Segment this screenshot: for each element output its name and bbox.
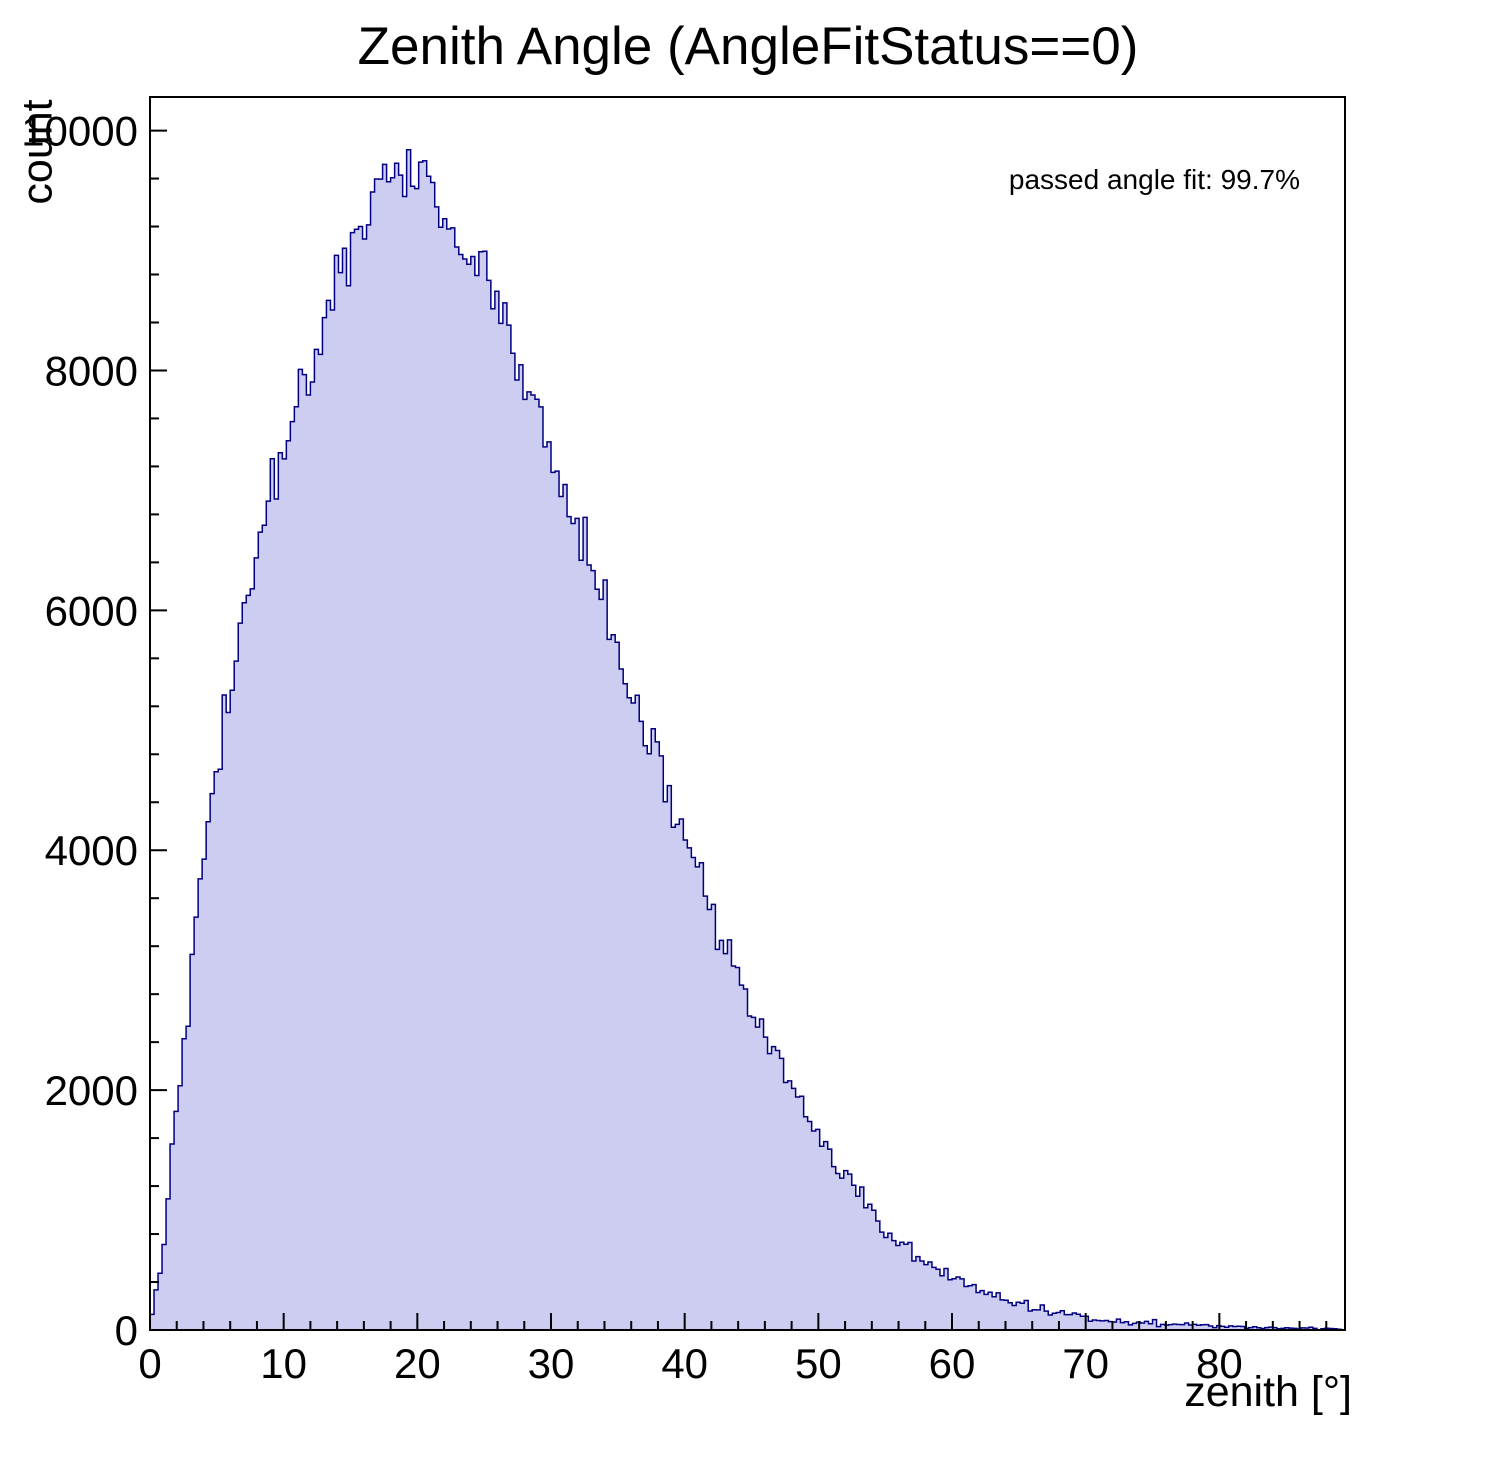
plot-frame (149, 96, 1346, 1331)
passed-angle-fit-annotation: passed angle fit: 99.7% (1008, 164, 1300, 195)
x-tick-label: 10 (260, 1340, 307, 1387)
y-tick-label: 10000 (21, 108, 138, 155)
y-axis-title: count (13, 99, 62, 205)
x-tick-label: 0 (138, 1340, 161, 1387)
x-axis-title: zenith [°] (1184, 1368, 1352, 1416)
x-tick-label: 20 (394, 1340, 441, 1387)
y-tick-label: 4000 (45, 827, 138, 874)
y-tick-label: 0 (115, 1307, 138, 1354)
chart-title: Zenith Angle (AngleFitStatus==0) (357, 17, 1139, 76)
y-tick-label: 8000 (45, 347, 138, 394)
x-tick-label: 60 (929, 1340, 976, 1387)
x-tick-label: 80 (1196, 1340, 1243, 1387)
y-tick-label: 2000 (45, 1067, 138, 1114)
x-tick-label: 50 (795, 1340, 842, 1387)
x-tick-label: 70 (1062, 1340, 1109, 1387)
x-tick-label: 40 (661, 1340, 708, 1387)
x-tick-label: 30 (528, 1340, 575, 1387)
y-tick-label: 6000 (45, 587, 138, 634)
histogram-shape (149, 148, 1346, 1331)
